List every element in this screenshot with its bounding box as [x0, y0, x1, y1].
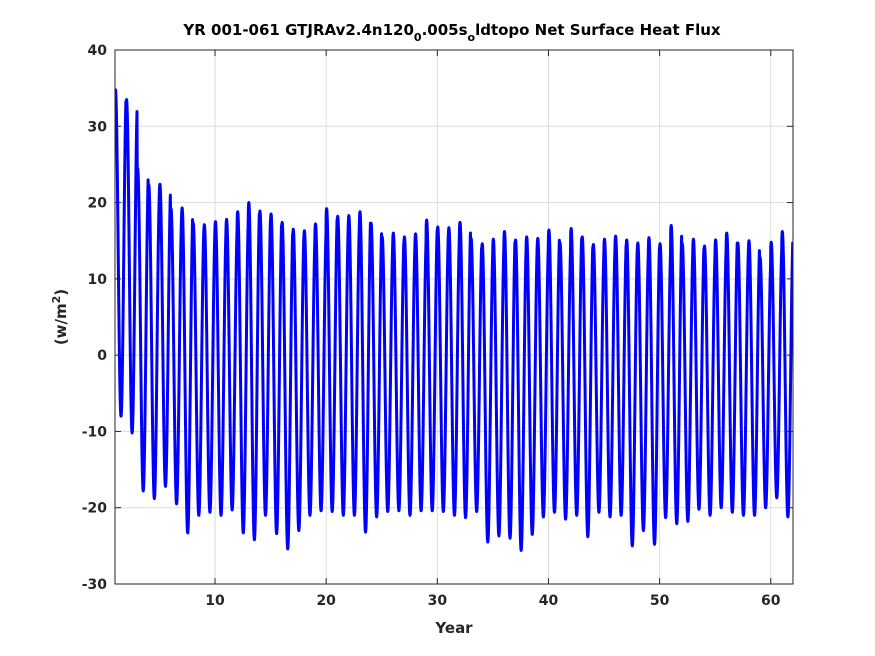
y-tick-label: -20 [82, 501, 108, 517]
y-tick-label: 30 [88, 119, 108, 135]
x-tick-label: 50 [650, 593, 670, 609]
x-tick-label: 40 [539, 593, 559, 609]
y-tick-label: -30 [82, 577, 108, 593]
y-tick-label: 10 [88, 272, 108, 288]
y-tick-label: 0 [97, 348, 107, 364]
x-tick-label: 20 [316, 593, 336, 609]
y-tick-label: -10 [82, 424, 108, 440]
y-axis-label: (w/m2) [50, 289, 70, 345]
y-tick-label: 40 [88, 43, 108, 59]
y-tick-label: 20 [88, 196, 108, 212]
series-line [115, 88, 793, 552]
chart-title: YR 001-061 GTJRAv2.4n1200.005soldtopo Ne… [182, 21, 721, 44]
x-tick-label: 60 [761, 593, 781, 609]
tick-labels: 10 20 30 40 50 60 -30 -20 -10 0 10 20 30 40 [82, 43, 781, 609]
x-tick-label: 10 [205, 593, 225, 609]
x-tick-label: 30 [428, 593, 448, 609]
x-axis-label: Year [434, 619, 473, 637]
plot-frame [114, 49, 794, 585]
